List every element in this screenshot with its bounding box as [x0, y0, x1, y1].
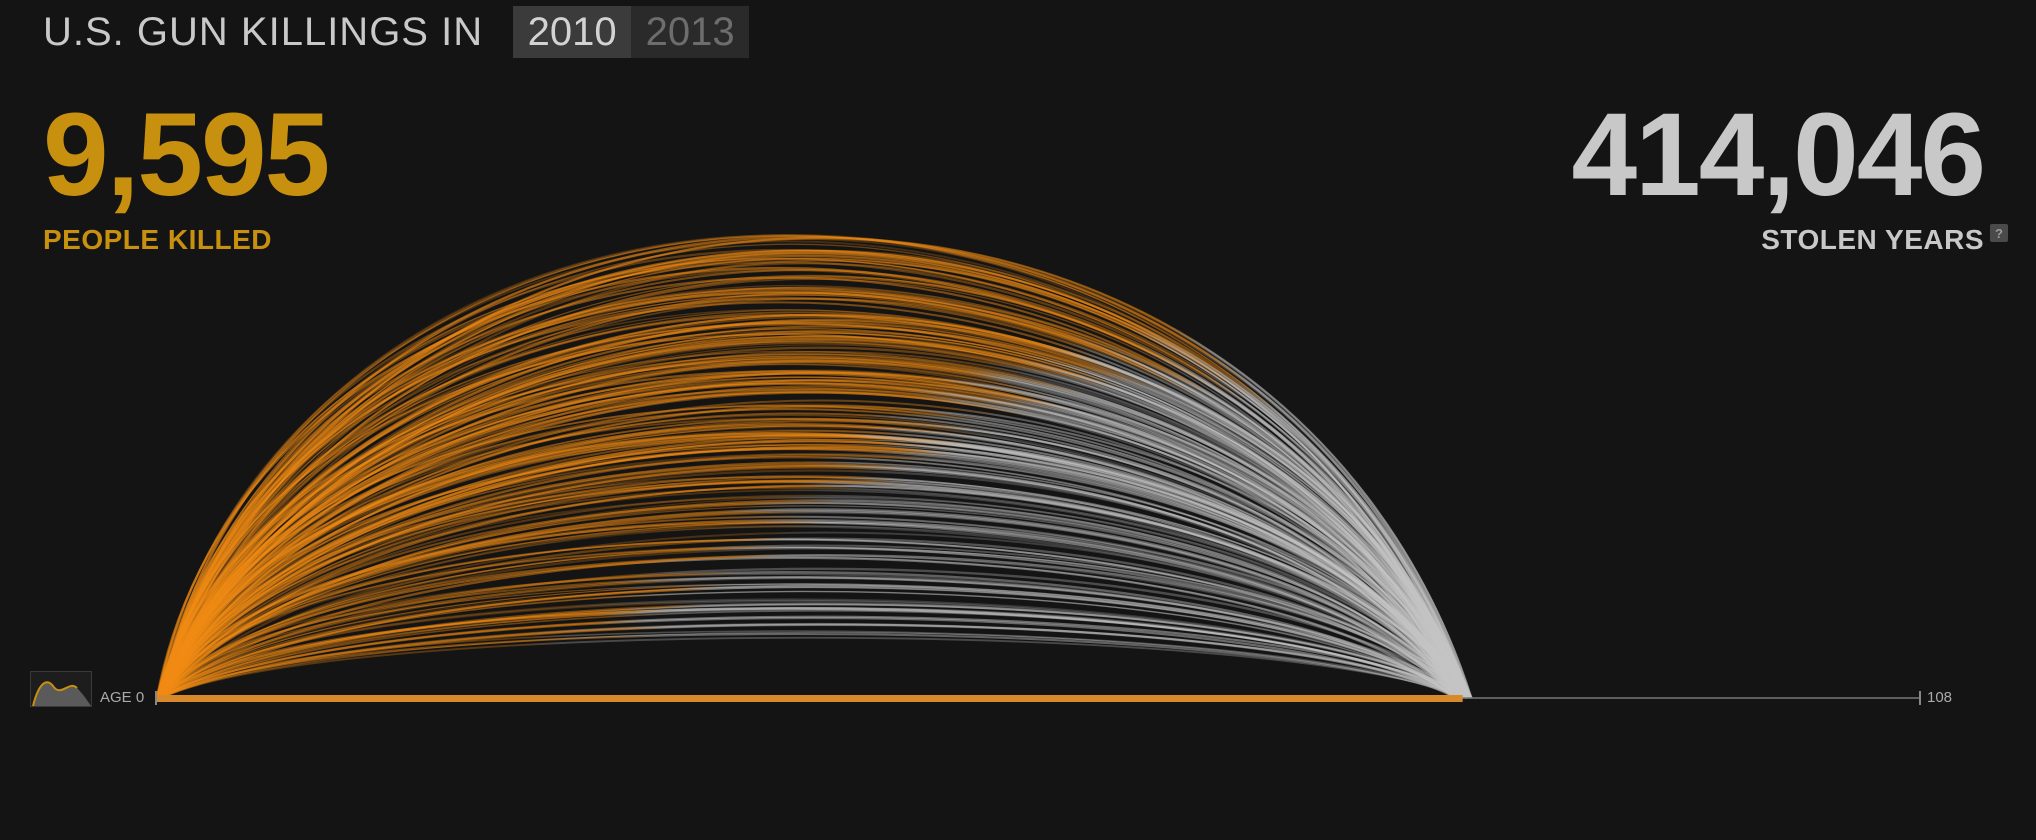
life-arc — [159, 308, 1469, 699]
life-arc — [157, 391, 1471, 699]
life-arc — [160, 636, 1468, 699]
life-arc — [159, 602, 1467, 699]
life-arc — [160, 332, 1456, 699]
people-killed-value: 9,595 — [43, 89, 330, 221]
life-arc — [155, 505, 1464, 699]
life-arc — [156, 554, 1468, 699]
life-arc — [157, 631, 1460, 699]
life-arc — [159, 353, 1467, 699]
people-killed-label: PEOPLE KILLED — [43, 224, 272, 255]
life-arc — [160, 291, 1471, 699]
life-arc — [159, 363, 1467, 699]
life-arc — [157, 521, 1455, 699]
stolen-years-stat: 414,046 STOLEN YEARS ? — [1571, 89, 2008, 256]
life-arc — [159, 269, 1465, 699]
life-arc — [156, 359, 1468, 699]
life-arc — [156, 248, 1470, 699]
life-arc — [158, 313, 1459, 699]
life-arc — [157, 418, 1458, 699]
life-arc — [157, 376, 1467, 699]
year-button-2010[interactable]: 2010 — [513, 6, 632, 58]
life-arc — [157, 586, 1463, 699]
life-arc — [160, 405, 1471, 699]
age-axis-bar — [156, 695, 1463, 702]
axis-start-label: AGE 0 — [100, 689, 145, 706]
life-arc — [157, 378, 1469, 699]
life-arc — [159, 237, 1473, 699]
life-arc — [156, 576, 1467, 699]
life-arc — [158, 417, 1465, 699]
stolen-years-label: STOLEN YEARS — [1761, 224, 1984, 255]
life-arc — [156, 315, 1465, 699]
arc-layer — [154, 234, 1473, 700]
life-arc — [156, 274, 1461, 699]
life-arc — [159, 286, 1461, 699]
life-arc — [157, 583, 1466, 699]
life-arc — [157, 464, 1460, 699]
page-title: U.S. GUN KILLINGS IN — [43, 9, 484, 54]
life-arc — [160, 454, 1467, 699]
life-arc — [158, 425, 1460, 699]
life-arc — [158, 616, 1457, 699]
age-distribution-thumbnail[interactable] — [30, 671, 92, 707]
life-arc — [158, 630, 1468, 699]
life-arc — [157, 477, 1467, 699]
life-arc — [160, 444, 1471, 699]
life-arc — [158, 253, 1471, 699]
life-arc — [160, 469, 1472, 699]
life-arc — [160, 494, 1464, 699]
life-arc — [158, 496, 1466, 699]
life-arc — [157, 243, 1457, 699]
life-arc — [156, 432, 1466, 699]
life-arc — [161, 608, 1463, 699]
stolen-years-value: 414,046 — [1571, 89, 1986, 221]
mini-distribution-icon — [32, 681, 91, 706]
life-arc — [158, 567, 1469, 699]
life-arc — [156, 249, 1469, 699]
help-icon[interactable]: ? — [1990, 224, 2008, 242]
age-axis — [155, 691, 1921, 705]
axis-end-label: 108 — [1927, 689, 1953, 706]
year-button-2013[interactable]: 2013 — [645, 9, 735, 54]
life-arc — [159, 475, 1458, 699]
life-arc — [160, 599, 1469, 699]
year-toggle: 2010 2013 — [513, 6, 750, 58]
life-arc — [160, 622, 1462, 699]
life-arc — [160, 485, 1470, 699]
life-arc — [158, 518, 1457, 699]
life-arc — [158, 537, 1461, 699]
header: U.S. GUN KILLINGS IN 2010 2013 — [43, 6, 750, 58]
life-arc — [157, 547, 1461, 699]
life-arc — [158, 322, 1457, 699]
life-arc — [159, 256, 1468, 699]
people-killed-stat: 9,595 PEOPLE KILLED — [43, 89, 330, 256]
